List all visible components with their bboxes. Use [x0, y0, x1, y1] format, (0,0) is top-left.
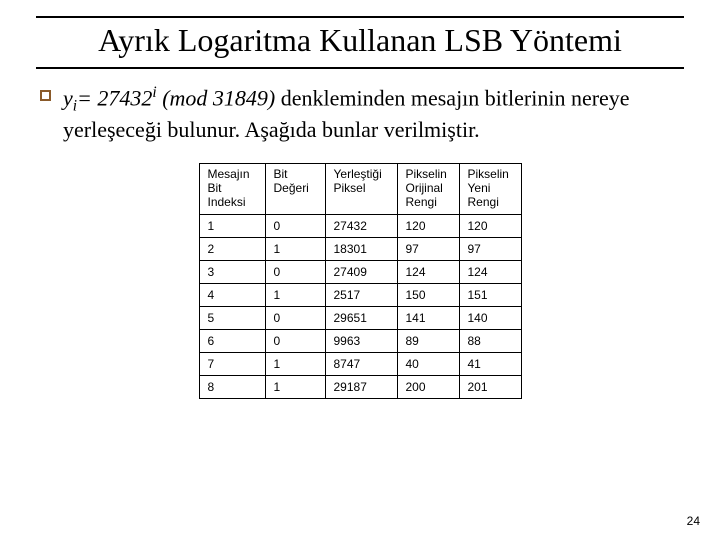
- cell: 120: [459, 214, 521, 237]
- body-row: yi= 27432i (mod 31849) denkleminden mesa…: [36, 83, 684, 143]
- data-table: MesajınBitIndeksi BitDeğeri YerleştiğiPi…: [199, 163, 522, 398]
- table-row: 6 0 9963 89 88: [199, 329, 521, 352]
- cell: 1: [199, 214, 265, 237]
- table-row: 5 0 29651 141 140: [199, 306, 521, 329]
- cell: 41: [459, 352, 521, 375]
- cell: 4: [199, 283, 265, 306]
- table-row: 2 1 18301 97 97: [199, 237, 521, 260]
- table-wrap: MesajınBitIndeksi BitDeğeri YerleştiğiPi…: [36, 163, 684, 398]
- table-row: 4 1 2517 150 151: [199, 283, 521, 306]
- title-block: Ayrık Logaritma Kullanan LSB Yöntemi: [36, 16, 684, 69]
- cell: 151: [459, 283, 521, 306]
- cell: 40: [397, 352, 459, 375]
- cell: 120: [397, 214, 459, 237]
- cell: 5: [199, 306, 265, 329]
- table-header-row: MesajınBitIndeksi BitDeğeri YerleştiğiPi…: [199, 164, 521, 214]
- cell: 124: [397, 260, 459, 283]
- cell: 0: [265, 306, 325, 329]
- cell: 0: [265, 329, 325, 352]
- body-text: yi= 27432i (mod 31849) denkleminden mesa…: [63, 83, 680, 143]
- cell: 7: [199, 352, 265, 375]
- cell: 97: [459, 237, 521, 260]
- cell: 29651: [325, 306, 397, 329]
- formula-eq: = 27432: [77, 85, 152, 110]
- cell: 1: [265, 375, 325, 398]
- cell: 8747: [325, 352, 397, 375]
- cell: 89: [397, 329, 459, 352]
- cell: 201: [459, 375, 521, 398]
- col-header: MesajınBitIndeksi: [199, 164, 265, 214]
- formula-mod: (mod 31849): [157, 85, 276, 110]
- table-body: 1 0 27432 120 120 2 1 18301 97 97 3 0 27…: [199, 214, 521, 398]
- cell: 97: [397, 237, 459, 260]
- cell: 8: [199, 375, 265, 398]
- col-header: BitDeğeri: [265, 164, 325, 214]
- bullet-icon: [40, 90, 51, 101]
- cell: 9963: [325, 329, 397, 352]
- page-number: 24: [687, 514, 700, 528]
- cell: 2517: [325, 283, 397, 306]
- cell: 88: [459, 329, 521, 352]
- table-row: 3 0 27409 124 124: [199, 260, 521, 283]
- table-row: 1 0 27432 120 120: [199, 214, 521, 237]
- cell: 124: [459, 260, 521, 283]
- cell: 6: [199, 329, 265, 352]
- cell: 140: [459, 306, 521, 329]
- cell: 2: [199, 237, 265, 260]
- cell: 150: [397, 283, 459, 306]
- cell: 0: [265, 260, 325, 283]
- table-row: 7 1 8747 40 41: [199, 352, 521, 375]
- cell: 29187: [325, 375, 397, 398]
- col-header: YerleştiğiPiksel: [325, 164, 397, 214]
- formula-y: y: [63, 85, 73, 110]
- table-row: 8 1 29187 200 201: [199, 375, 521, 398]
- slide-title: Ayrık Logaritma Kullanan LSB Yöntemi: [36, 22, 684, 59]
- slide: Ayrık Logaritma Kullanan LSB Yöntemi yi=…: [0, 0, 720, 540]
- col-header: PikselinOrijinalRengi: [397, 164, 459, 214]
- cell: 200: [397, 375, 459, 398]
- cell: 141: [397, 306, 459, 329]
- cell: 1: [265, 352, 325, 375]
- col-header: PikselinYeniRengi: [459, 164, 521, 214]
- cell: 27432: [325, 214, 397, 237]
- cell: 1: [265, 283, 325, 306]
- cell: 3: [199, 260, 265, 283]
- cell: 18301: [325, 237, 397, 260]
- cell: 27409: [325, 260, 397, 283]
- cell: 1: [265, 237, 325, 260]
- cell: 0: [265, 214, 325, 237]
